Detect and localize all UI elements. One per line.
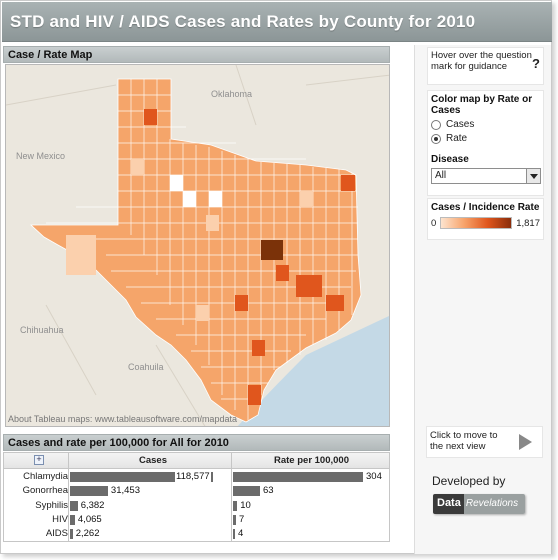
cases-value: 6,382 — [80, 499, 105, 511]
row-disease-name: Gonorrhea — [22, 485, 68, 497]
rate-bar[interactable] — [233, 529, 235, 540]
title-bar: STD and HIV / AIDS Cases and Rates by Co… — [2, 2, 552, 42]
developed-by-label: Developed by — [432, 474, 506, 488]
play-arrow-icon[interactable] — [519, 434, 532, 450]
cases-bar[interactable] — [70, 514, 75, 525]
cases-value: 2,262 — [75, 528, 100, 540]
cases-bar[interactable] — [70, 529, 73, 540]
rate-value: 63 — [262, 485, 274, 497]
rate-value: 7 — [238, 513, 245, 525]
map-label-chihuahua: Chihuahua — [20, 325, 64, 335]
rate-value: 4 — [238, 528, 244, 540]
col-header-rate[interactable]: Rate per 100,000 — [274, 455, 349, 466]
legend-color-ramp — [440, 217, 513, 229]
question-mark-icon[interactable]: ? — [532, 56, 540, 71]
cases-bar[interactable] — [70, 472, 213, 482]
map-header: Case / Rate Map — [3, 46, 390, 63]
disease-select-value: All — [435, 170, 447, 181]
rate-bar[interactable] — [233, 514, 236, 525]
county-map[interactable]: Oklahoma New Mexico Chihuahua Coahuila A… — [5, 64, 390, 427]
radio-cases-label: Cases — [446, 119, 475, 130]
guidance-card: Hover over the question mark for guidanc… — [427, 47, 544, 85]
guidance-text: Hover over the question mark for guidanc… — [431, 50, 532, 72]
legend-title: Cases / Incidence Rate — [431, 202, 540, 213]
col-header-cases[interactable]: Cases — [139, 455, 167, 466]
color-by-title: Color map by Rate or Cases — [431, 94, 533, 116]
rate-value: 304 — [366, 471, 382, 482]
row-disease-name: AIDS — [45, 528, 68, 540]
radio-cases[interactable]: Cases — [431, 119, 540, 130]
cases-value: 31,453 — [110, 485, 140, 497]
legend-min: 0 — [431, 217, 437, 229]
row-disease-name: Chlamydia — [23, 471, 68, 482]
map-attribution[interactable]: About Tableau maps: www.tableausoftware.… — [8, 414, 237, 424]
next-view-label: Click to move to the next view — [430, 430, 498, 452]
rate-bar[interactable] — [233, 500, 238, 511]
cases-bar[interactable] — [70, 500, 78, 511]
rate-bar[interactable] — [233, 486, 260, 497]
table-header: Cases and rate per 100,000 for All for 2… — [3, 434, 390, 451]
chevron-down-icon[interactable] — [526, 169, 540, 183]
table-row[interactable]: Chlamydia 118,577 304 — [4, 470, 389, 484]
data-revelations-logo[interactable]: Data Revelations — [433, 494, 525, 514]
expand-icon[interactable]: + — [34, 455, 44, 465]
disease-title: Disease — [431, 154, 469, 165]
table-row[interactable]: AIDS 2,262 4 — [4, 527, 389, 541]
rate-value: 10 — [240, 499, 251, 511]
color-legend: Cases / Incidence Rate 0 1,817 — [427, 198, 544, 240]
page-title: STD and HIV / AIDS Cases and Rates by Co… — [10, 12, 476, 31]
row-disease-name: HIV — [52, 513, 68, 525]
cases-value: 118,577 — [175, 471, 211, 482]
map-label-new-mexico: New Mexico — [16, 151, 66, 161]
radio-rate[interactable]: Rate — [431, 133, 540, 144]
column-divider — [231, 453, 232, 541]
next-view-button[interactable]: Click to move to the next view — [426, 426, 543, 458]
map-label-oklahoma: Oklahoma — [211, 89, 253, 99]
table-row[interactable]: Gonorrhea 31,453 63 — [4, 484, 389, 498]
radio-rate-label: Rate — [446, 133, 468, 144]
control-sidebar: Hover over the question mark for guidanc… — [414, 45, 551, 554]
cases-rate-table: + Cases Rate per 100,000 Chlamydia 118,57… — [3, 452, 390, 542]
table-row[interactable]: HIV 4,065 7 — [4, 513, 389, 527]
table-row[interactable]: Syphilis 6,382 10 — [4, 499, 389, 513]
map-svg[interactable] — [6, 65, 390, 427]
logo-part-data: Data — [433, 494, 464, 514]
row-disease-name: Syphilis — [35, 499, 68, 511]
radio-icon[interactable] — [431, 119, 441, 130]
legend-max: 1,817 — [516, 217, 540, 229]
cases-value: 4,065 — [77, 513, 102, 525]
table-column-headers: + Cases Rate per 100,000 — [4, 453, 389, 469]
disease-select[interactable]: All — [431, 168, 541, 184]
radio-icon[interactable] — [431, 133, 441, 144]
logo-part-revelations: Revelations — [463, 494, 525, 514]
rate-bar[interactable] — [233, 472, 363, 482]
map-label-coahuila: Coahuila — [128, 362, 164, 372]
column-divider — [68, 453, 69, 541]
cases-bar[interactable] — [70, 486, 108, 497]
color-by-control: Color map by Rate or Cases Cases Rate Di… — [427, 90, 544, 196]
